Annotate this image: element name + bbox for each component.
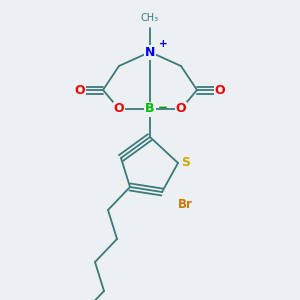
Text: CH₃: CH₃ <box>141 13 159 23</box>
Text: O: O <box>215 83 225 97</box>
Text: B: B <box>145 103 155 116</box>
Text: O: O <box>176 103 186 116</box>
Text: N: N <box>145 46 155 59</box>
Text: O: O <box>75 83 85 97</box>
Text: Br: Br <box>178 197 192 211</box>
Text: S: S <box>182 157 190 169</box>
Text: +: + <box>159 39 167 49</box>
Text: O: O <box>114 103 124 116</box>
Text: −: − <box>158 100 168 113</box>
